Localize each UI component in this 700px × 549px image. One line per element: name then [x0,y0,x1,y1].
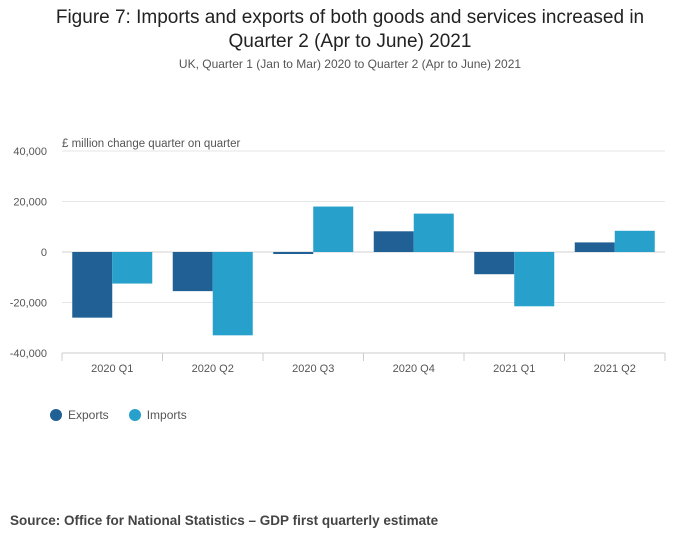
legend-swatch [50,409,62,421]
legend-swatch [128,409,141,421]
bar-imports [413,213,454,252]
chart-subtitle: UK, Quarter 1 (Jan to Mar) 2020 to Quart… [178,57,522,71]
x-tick-label: 2020 Q2 [192,363,234,375]
source-note: Source: Office for National Statistics –… [10,513,439,528]
x-tick-label: 2021 Q2 [594,363,636,375]
y-tick-label: -40,000 [10,348,47,360]
legend-item-imports: Imports [128,408,187,422]
bar-exports [273,252,314,255]
chart-legend: Exports Imports [50,408,187,422]
x-tick-label: 2020 Q1 [91,363,133,375]
y-tick-label: 0 [41,247,47,259]
y-tick-label: -20,000 [10,298,47,310]
x-tick-label: 2020 Q4 [393,363,435,375]
legend-item-exports: Exports [50,408,109,422]
bar-exports [373,231,414,252]
bar-imports [313,206,354,252]
legend-label: Exports [68,408,109,422]
bar-exports [72,252,113,318]
bar-imports [212,252,253,336]
chart-title: Figure 7: Imports and exports of both go… [55,7,645,52]
bar-imports [614,230,655,252]
bar-chart: 40,000 20,000 0 -20,000 -40,000 £ million cha… [10,138,666,375]
x-tick-label: 2021 Q1 [493,363,535,375]
bar-exports [474,252,515,275]
bar-exports [172,252,213,292]
y-tick-label: 20,000 [13,197,47,209]
y-axis-label: £ million change quarter on quarter [62,138,241,150]
x-tick-label: 2020 Q3 [292,363,334,375]
bar-exports [574,242,615,252]
bar-imports [514,252,555,307]
bar-imports [112,252,153,284]
y-tick-label: 40,000 [13,146,47,158]
legend-label: Imports [146,408,187,422]
